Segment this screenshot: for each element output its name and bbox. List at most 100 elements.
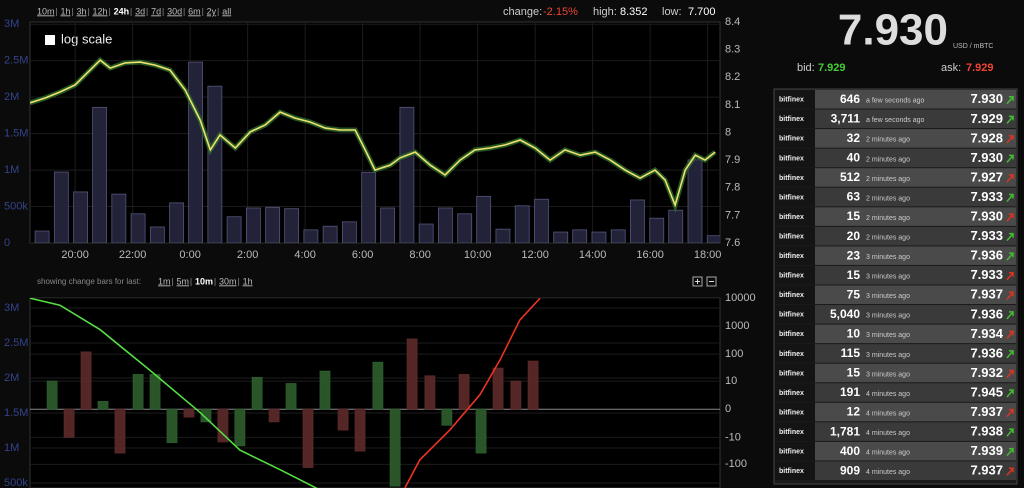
zoom-out-button[interactable] xyxy=(706,276,717,287)
bar xyxy=(200,408,212,423)
y-tick-label: 2M xyxy=(4,91,19,103)
log-scale-checkbox[interactable] xyxy=(45,35,55,45)
price: 7.937 xyxy=(970,287,1003,302)
trade-arrow xyxy=(1006,154,1014,163)
price: 7.933 xyxy=(970,267,1003,282)
bar xyxy=(668,209,684,243)
y2-tick-label: 0 xyxy=(725,403,731,415)
y-tick-label: 3M xyxy=(4,18,19,30)
y2-tick-label: 7.6 xyxy=(725,237,740,249)
range-link[interactable]: 30m xyxy=(219,276,237,286)
bar xyxy=(284,208,300,243)
trade-row: bitfinex 20 2 minutes ago 7.933 xyxy=(775,226,1016,246)
price: 7.936 xyxy=(970,248,1003,263)
time: 2 minutes ago xyxy=(866,215,910,222)
range-link[interactable]: 3d xyxy=(135,6,145,16)
exchange: bitfinex xyxy=(779,136,804,143)
trade-row: bitfinex 646 a few seconds ago 7.930 xyxy=(775,90,1016,109)
row-cell xyxy=(815,324,1016,344)
amount: 23 xyxy=(847,248,861,262)
range-link[interactable]: 10m xyxy=(37,6,55,16)
bar xyxy=(342,221,357,243)
bar xyxy=(207,85,223,243)
bar xyxy=(132,374,144,410)
low-value: 7.700 xyxy=(688,6,716,18)
y-tick-label: 500k xyxy=(4,200,28,212)
exchange: bitfinex xyxy=(779,97,804,104)
y-tick-label: 1.5M xyxy=(4,407,28,419)
row-cell xyxy=(815,461,1016,480)
amount: 63 xyxy=(847,190,861,204)
bar xyxy=(476,195,492,243)
range-link[interactable]: 3h xyxy=(77,6,87,16)
exchange: bitfinex xyxy=(779,331,804,338)
trade-row: bitfinex 75 3 minutes ago 7.937 xyxy=(775,285,1016,305)
price: 7.933 xyxy=(970,228,1003,243)
exchange: bitfinex xyxy=(779,155,804,162)
bar xyxy=(418,223,434,243)
zoom-in-button[interactable] xyxy=(692,276,703,287)
bar xyxy=(303,229,319,243)
x-tick-label: 2:00 xyxy=(237,249,258,261)
bar xyxy=(610,229,626,243)
row-cell xyxy=(815,129,1016,148)
y2-tick-label: -10 xyxy=(725,431,741,443)
change-subtitle: showing change bars for last: xyxy=(37,277,141,286)
time: 2 minutes ago xyxy=(866,156,910,163)
row-exchange-cell xyxy=(775,129,815,148)
bar xyxy=(458,374,470,410)
exchange: bitfinex xyxy=(779,116,804,123)
trade-row: bitfinex 1,781 4 minutes ago 7.938 xyxy=(775,422,1016,441)
row-cell xyxy=(815,402,1016,422)
bar xyxy=(389,408,401,487)
row-cell xyxy=(815,265,1016,285)
bar xyxy=(183,408,195,418)
row-exchange-cell xyxy=(775,109,815,129)
bar xyxy=(534,198,549,243)
row-cell xyxy=(815,422,1016,441)
price: 7.936 xyxy=(970,306,1003,321)
bar xyxy=(245,207,261,243)
price-unit: USD / mBTC xyxy=(953,43,993,50)
log-scale-label[interactable]: log scale xyxy=(61,31,112,46)
range-link[interactable]: 7d xyxy=(151,6,161,16)
amount: 15 xyxy=(847,209,861,223)
range-link[interactable]: 1h xyxy=(243,276,253,286)
high-label: high: xyxy=(593,6,617,18)
range-link[interactable]: 5m xyxy=(177,276,190,286)
row-cell xyxy=(815,363,1016,383)
price: 7.930 xyxy=(970,91,1003,106)
time: 3 minutes ago xyxy=(866,254,910,261)
amount: 512 xyxy=(840,170,860,184)
amount: 191 xyxy=(840,385,860,399)
trade-arrow xyxy=(1006,369,1014,378)
y-tick-label: 2.5M xyxy=(4,337,28,349)
trade-arrow xyxy=(1006,389,1014,398)
x-tick-label: 22:00 xyxy=(119,249,147,261)
amount: 1,781 xyxy=(830,424,860,438)
y2-tick-label: 8.4 xyxy=(725,16,740,28)
bar xyxy=(130,213,146,243)
range-link[interactable]: 12h xyxy=(93,6,108,16)
row-exchange-cell xyxy=(775,422,815,441)
bar xyxy=(457,213,473,243)
range-link[interactable]: 10m xyxy=(195,276,213,286)
exchange: bitfinex xyxy=(779,312,804,319)
price: 7.928 xyxy=(970,130,1003,145)
time: 4 minutes ago xyxy=(866,410,910,417)
row-exchange-cell xyxy=(775,246,815,265)
row-exchange-cell xyxy=(775,187,815,207)
range-link[interactable]: 24h xyxy=(114,6,130,16)
range-link[interactable]: 30d xyxy=(167,6,182,16)
bar xyxy=(514,205,530,243)
range-link[interactable]: all xyxy=(222,6,231,16)
range-link[interactable]: 2y xyxy=(207,6,217,16)
bar xyxy=(251,376,263,410)
bar xyxy=(319,370,331,410)
range-link[interactable]: 1h xyxy=(61,6,71,16)
bar xyxy=(149,226,165,243)
bar xyxy=(322,225,338,243)
range-link[interactable]: 6m xyxy=(188,6,201,16)
bar xyxy=(217,408,229,443)
range-link[interactable]: 1m xyxy=(158,276,171,286)
